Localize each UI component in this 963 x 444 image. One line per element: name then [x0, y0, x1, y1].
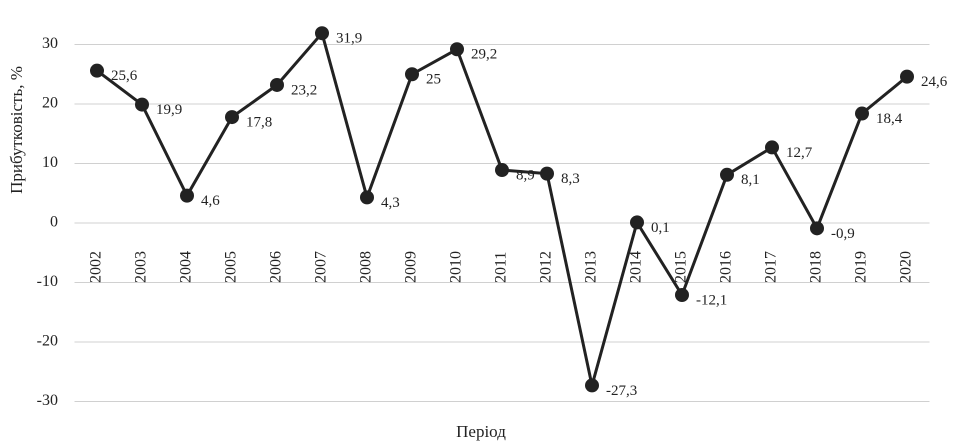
x-tick-label: 2020	[898, 251, 915, 283]
data-label: 8,9	[516, 167, 535, 183]
data-label: 31,9	[336, 31, 362, 47]
marker	[675, 287, 689, 302]
x-tick-label: 2009	[403, 251, 420, 283]
x-tick-label: 2008	[358, 251, 375, 283]
x-axis-title: Період	[456, 422, 506, 441]
line	[96, 30, 908, 386]
marker	[720, 167, 734, 182]
marker	[585, 378, 599, 393]
marker	[225, 110, 239, 125]
x-tick-label: 2018	[808, 251, 825, 283]
marker	[360, 190, 374, 205]
marker	[315, 26, 329, 41]
x-tick-label: 2017	[763, 251, 780, 283]
data-label: -12,1	[696, 292, 727, 308]
data-label: 4,6	[201, 193, 220, 209]
x-tick-label: 2013	[583, 251, 600, 283]
x-tick-label: 2015	[673, 251, 690, 283]
x-tick-label: 2003	[133, 251, 150, 283]
y-tick-label: 0	[50, 214, 58, 231]
marker	[270, 77, 284, 92]
data-label: 25,6	[111, 68, 138, 84]
x-tick-label: 2010	[448, 251, 465, 283]
marker	[540, 166, 554, 181]
y-tick-label: 30	[42, 35, 58, 52]
data-label: 0,1	[651, 220, 670, 236]
marker	[180, 188, 194, 203]
marker	[495, 163, 509, 178]
data-label: 8,1	[741, 172, 760, 188]
x-tick-label: 2005	[223, 251, 240, 283]
marker	[855, 106, 869, 121]
marker	[90, 63, 104, 78]
marker	[405, 67, 419, 82]
data-label: 4,3	[381, 195, 400, 211]
y-tick-label: -20	[37, 333, 58, 350]
y-tick-label: -10	[37, 273, 58, 290]
data-label: 23,2	[291, 82, 317, 98]
y-tick-label: 20	[42, 95, 58, 112]
marker	[765, 140, 779, 155]
x-tick-label: 2011	[493, 252, 510, 283]
data-label: 8,3	[561, 171, 580, 187]
x-tick-label: 2016	[718, 251, 735, 283]
data-label: 29,2	[471, 47, 497, 63]
data-label: 24,6	[921, 74, 948, 90]
marker	[630, 215, 644, 230]
marker	[135, 97, 149, 112]
x-tick-label: 2004	[178, 251, 195, 283]
marker	[810, 221, 824, 236]
data-label: 19,9	[156, 102, 182, 118]
data-label: -0,9	[831, 226, 855, 242]
marker	[450, 42, 464, 57]
x-tick-label: 2019	[853, 251, 870, 283]
x-tick-label: 2006	[268, 251, 285, 283]
x-tick-label: 2012	[538, 251, 555, 283]
data-label: 25	[426, 72, 441, 88]
x-tick-label: 2007	[313, 251, 330, 283]
x-tick-label: 2014	[628, 251, 645, 283]
y-tick-label: -30	[37, 392, 58, 409]
y-tick-label: 10	[42, 154, 58, 171]
data-label: 18,4	[876, 111, 903, 127]
data-label: 12,7	[786, 145, 813, 161]
data-label: 17,8	[246, 115, 272, 131]
x-tick-label: 2002	[88, 251, 105, 283]
y-axis-title: Прибутковість, %	[7, 66, 26, 194]
marker	[900, 69, 914, 84]
data-label: -27,3	[606, 383, 637, 399]
